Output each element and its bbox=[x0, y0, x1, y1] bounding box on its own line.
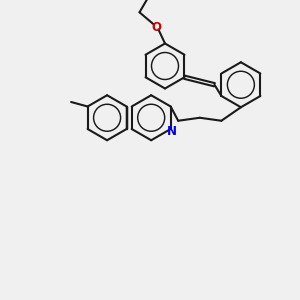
Text: O: O bbox=[151, 21, 161, 34]
Text: N: N bbox=[167, 125, 177, 138]
